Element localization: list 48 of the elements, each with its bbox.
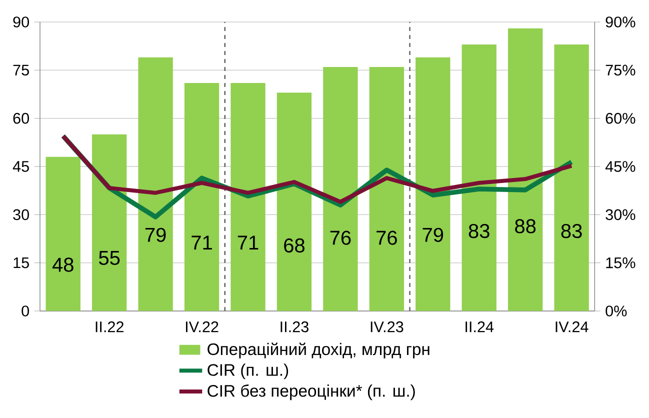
data-label: 79 (145, 228, 166, 242)
y-tick-label: 30 (13, 209, 29, 220)
y2-tick-label: 0% (606, 306, 627, 316)
bar (323, 66, 358, 311)
x-tick-label: IV.22 (186, 321, 218, 332)
data-label: 48 (52, 258, 74, 272)
bar (508, 28, 543, 311)
data-label: 71 (238, 236, 258, 250)
data-label: 68 (284, 238, 304, 253)
legend-label: CIR (п. ш.) (208, 364, 288, 380)
y2-tick-label: 60% (606, 112, 636, 124)
data-label: 76 (330, 230, 351, 245)
data-label: 88 (515, 219, 536, 234)
bar (92, 134, 127, 311)
legend-label: Операційний дохід, млрд грн (208, 342, 430, 358)
x-tick-label: IV.23 (370, 321, 404, 332)
bar (184, 83, 220, 311)
y2-tick-label: 45% (605, 161, 636, 172)
legend-label: CIR без переоцінки* (п. ш.) (208, 384, 415, 400)
y-tick-label: 75 (13, 64, 29, 76)
y-tick-label: 60 (13, 112, 29, 124)
bar (276, 92, 312, 311)
bar (554, 44, 589, 311)
data-label: 71 (192, 236, 212, 250)
data-label: 83 (468, 224, 490, 238)
y2-tick-label: 15% (606, 257, 636, 268)
y-tick-label: 90 (13, 16, 29, 28)
x-tick-label: IV.24 (556, 321, 588, 332)
y-tick-label: 45 (12, 161, 29, 172)
x-tick-label: II.24 (466, 321, 494, 332)
bar (416, 57, 450, 311)
bar (46, 156, 80, 311)
data-label: 76 (376, 230, 397, 245)
bar (230, 83, 266, 311)
bar (369, 66, 404, 311)
x-tick-label: II.22 (96, 321, 124, 332)
line-series (61, 134, 574, 204)
y2-tick-label: 30% (606, 209, 636, 220)
y-tick-label: 0 (22, 306, 29, 316)
y2-tick-label: 90% (606, 16, 636, 28)
y-tick-label: 15 (14, 257, 29, 268)
data-label: 79 (422, 228, 444, 242)
bar (138, 57, 173, 311)
x-tick-label: II.23 (280, 321, 308, 332)
data-label: 83 (561, 224, 582, 238)
data-label: 55 (99, 251, 120, 265)
y2-tick-label: 75% (606, 64, 636, 76)
bar (462, 44, 496, 311)
